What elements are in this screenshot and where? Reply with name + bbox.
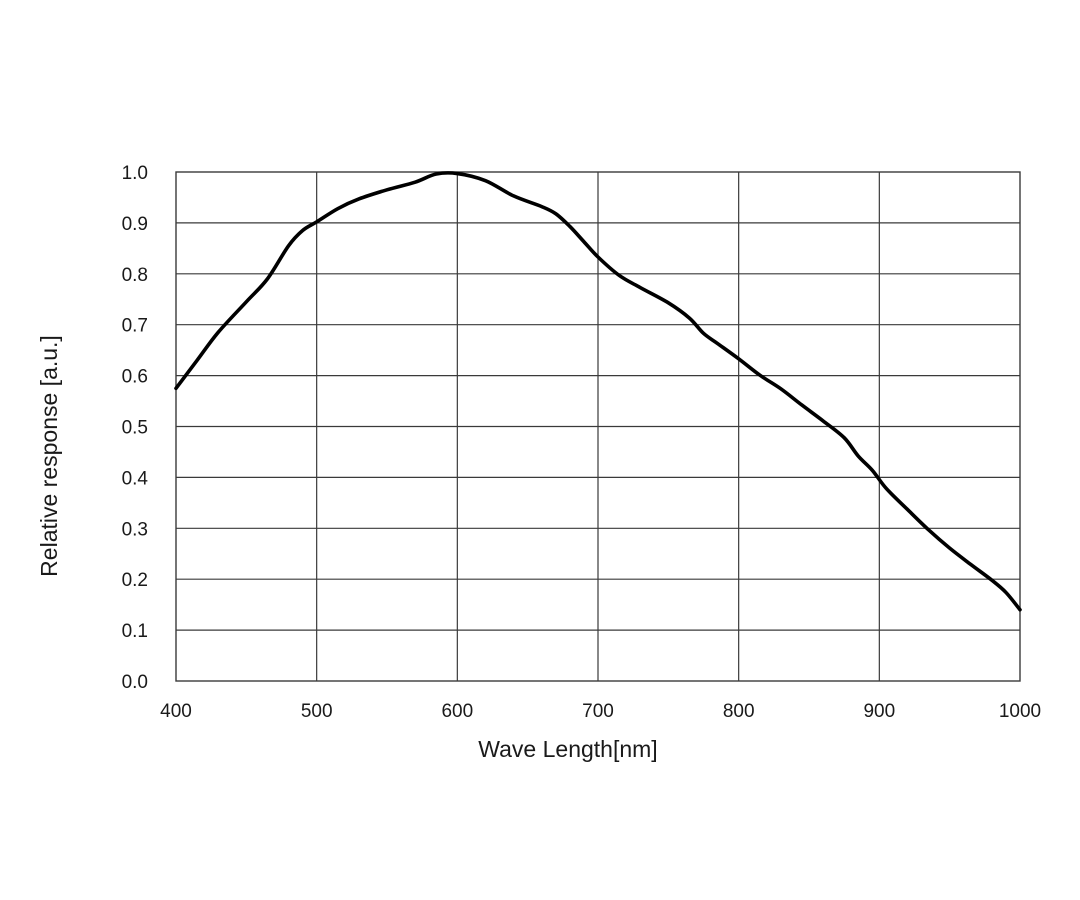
- x-tick-label: 1000: [999, 701, 1041, 722]
- y-tick-label: 0.8: [122, 265, 148, 286]
- plot-area-frame: [175, 171, 1021, 682]
- y-tick-labels: 0.0 0.1 0.2 0.3 0.4 0.5 0.6 0.7 0.8 0.9 1.0: [122, 163, 149, 693]
- x-tick-label: 400: [160, 701, 192, 722]
- y-tick-label: 0.6: [122, 367, 148, 388]
- x-tick-label: 700: [582, 701, 614, 722]
- x-tick-label: 500: [301, 701, 333, 722]
- y-tick-label: 0.5: [122, 418, 148, 439]
- x-tick-label: 600: [441, 701, 473, 722]
- y-tick-label: 0.0: [122, 672, 148, 693]
- y-tick-label: 0.3: [122, 519, 148, 540]
- x-axis-title: Wave Length[nm]: [478, 736, 657, 762]
- x-tick-label: 800: [723, 701, 755, 722]
- x-tick-labels: 400 500 600 700 800 900 1000: [160, 701, 1041, 722]
- y-tick-label: 0.4: [122, 468, 149, 489]
- grid-layer: [176, 172, 1020, 681]
- series-layer: [174, 171, 1022, 612]
- y-tick-label: 0.9: [122, 214, 148, 235]
- response-curve-line: [174, 171, 1022, 612]
- y-tick-label: 0.7: [122, 316, 148, 337]
- y-axis-title: Relative response [a.u.]: [36, 335, 62, 577]
- y-tick-label: 1.0: [122, 163, 148, 184]
- y-tick-label: 0.2: [122, 570, 148, 591]
- x-tick-label: 900: [863, 701, 895, 722]
- y-tick-label: 0.1: [122, 621, 148, 642]
